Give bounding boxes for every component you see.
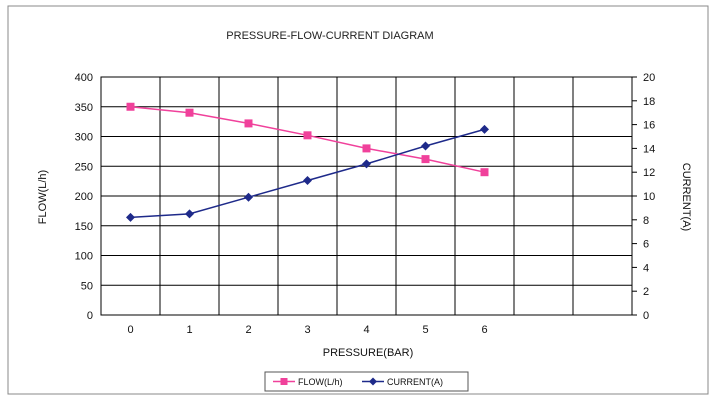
y-right-tick-label: 6 <box>643 239 649 251</box>
chart-title: PRESSURE-FLOW-CURRENT DIAGRAM <box>226 30 433 42</box>
y-right-tick-label: 4 <box>643 262 649 274</box>
legend-flow-marker <box>280 378 288 385</box>
y-right-tick-label: 16 <box>643 120 655 132</box>
flow-point <box>303 131 312 140</box>
flow-point <box>185 108 194 117</box>
current-point <box>185 209 194 219</box>
y-left-tick-label: 350 <box>75 102 93 114</box>
legend: FLOW(L/h) CURRENT(A) <box>264 371 469 392</box>
x-tick-label: 4 <box>363 324 369 336</box>
y-right-tick-label: 10 <box>643 191 655 203</box>
x-tick-label: 5 <box>422 324 428 336</box>
x-tick-label: 2 <box>245 324 251 336</box>
flow-point <box>244 119 253 128</box>
x-tick-label: 0 <box>127 324 133 336</box>
y-right-tick-label: 14 <box>643 143 655 155</box>
current-point <box>244 192 253 202</box>
y-left-tick-label: 150 <box>75 221 93 233</box>
y-axis-right-label: CURRENT(A) <box>680 163 692 231</box>
x-axis-label: PRESSURE(BAR) <box>323 347 413 359</box>
y-left-tick-label: 0 <box>87 310 93 322</box>
flow-point <box>362 144 371 153</box>
legend-current-marker <box>369 377 377 386</box>
grid-lines <box>100 76 633 316</box>
flow-point <box>421 155 430 164</box>
y-right-tick-label: 8 <box>643 215 649 227</box>
flow-point <box>480 168 489 177</box>
legend-flow-label: FLOW(L/h) <box>298 377 343 387</box>
current-point <box>362 159 371 169</box>
x-tick-label: 1 <box>186 324 192 336</box>
x-tick-label: 3 <box>304 324 310 336</box>
x-tick-label: 6 <box>481 324 487 336</box>
current-point <box>421 141 430 151</box>
y-right-tick-label: 0 <box>643 310 649 322</box>
y-right-tick-label: 2 <box>643 286 649 298</box>
y-right-tick-label: 20 <box>643 72 655 84</box>
y-right-tick-label: 12 <box>643 167 655 179</box>
y-left-tick-label: 50 <box>81 280 93 292</box>
flow-point <box>126 102 135 111</box>
y-left-tick-label: 100 <box>75 251 93 263</box>
series-layer <box>126 102 489 222</box>
y-left-tick-label: 200 <box>75 191 93 203</box>
y-left-tick-label: 400 <box>75 72 93 84</box>
y-left-tick-label: 300 <box>75 132 93 144</box>
y-axis-left-label: FLOW(L/h) <box>37 170 49 224</box>
y-left-tick-label: 250 <box>75 161 93 173</box>
legend-current-label: CURRENT(A) <box>387 377 443 387</box>
current-point <box>126 212 135 222</box>
current-point <box>480 124 489 134</box>
y-right-tick-label: 18 <box>643 96 655 108</box>
current-point <box>303 176 312 186</box>
